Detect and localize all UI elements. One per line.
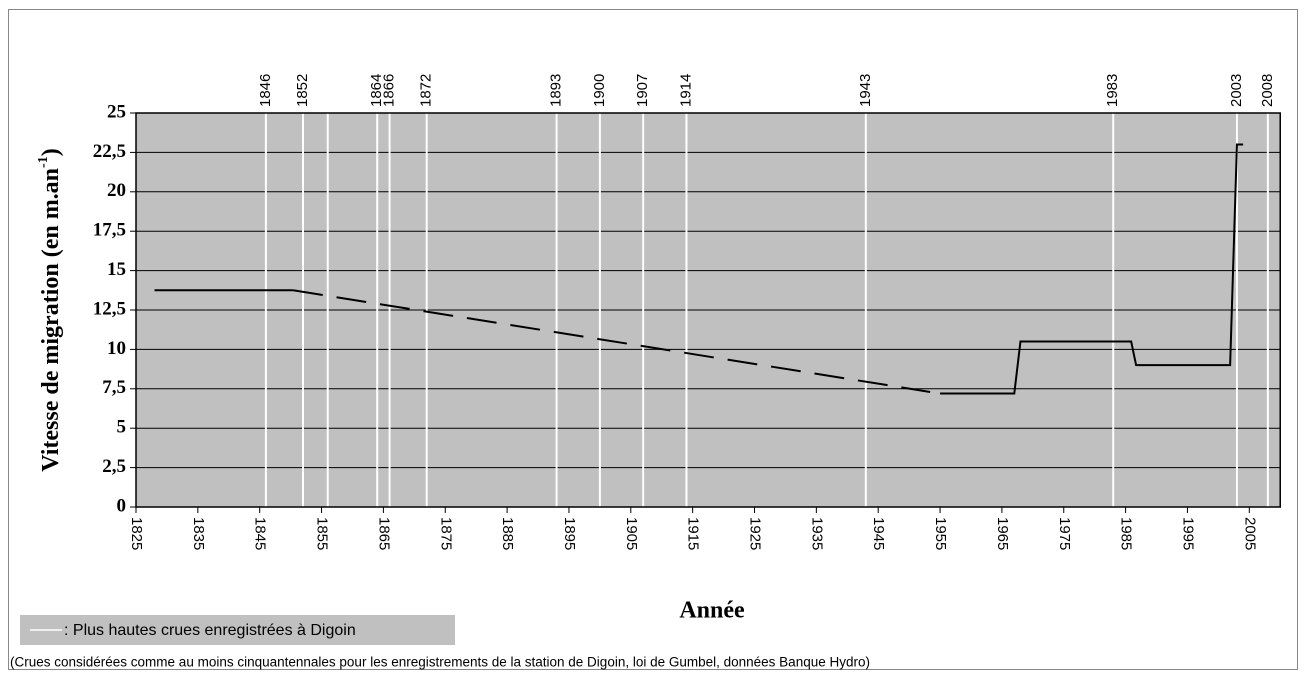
x-tick-label: 2005 [1241, 517, 1258, 550]
flood-label: 1846 [257, 74, 274, 107]
data-line [940, 143, 1244, 395]
y-tick-label: 15 [107, 259, 126, 280]
x-tick-label: 1845 [252, 517, 269, 550]
y-tick-label: 5 [117, 417, 127, 438]
y-tick-label: 7,5 [102, 377, 126, 398]
y-tick-label: 12,5 [93, 298, 126, 319]
x-tick-label: 1955 [932, 517, 949, 550]
x-tick-label: 1935 [808, 517, 825, 550]
y-tick-label: 25 [107, 101, 126, 122]
flood-label: 2008 [1259, 74, 1276, 107]
x-tick-label: 1905 [623, 517, 640, 550]
y-tick-label: 2,5 [102, 456, 126, 477]
x-tick-label: 1985 [1118, 517, 1135, 550]
y-label-sup: -1 [36, 156, 51, 168]
x-tick-label: 1885 [499, 517, 516, 550]
x-tick-label: 1895 [561, 517, 578, 550]
flood-label: 2003 [1228, 74, 1245, 107]
flood-label: 1852 [294, 74, 311, 107]
flood-label: 1864 [368, 74, 385, 107]
flood-label: 1900 [591, 74, 608, 107]
x-axis-label: Année [679, 598, 745, 624]
x-tick-label: 1875 [437, 517, 454, 550]
flood-label: 1914 [677, 74, 694, 107]
flood-label: 1943 [857, 74, 874, 107]
x-tick-label: 1835 [190, 517, 207, 550]
y-axis-label: Vitesse de migration (en m.an-1) [36, 148, 63, 471]
x-tick-label: 1855 [314, 517, 331, 550]
flood-label: 1872 [418, 74, 435, 107]
legend-box [20, 615, 455, 645]
legend-text: : Plus hautes crues enregistrées à Digoi… [64, 622, 356, 639]
y-tick-label: 20 [107, 180, 126, 201]
x-tick-label: 1915 [685, 517, 702, 550]
y-label-main: Vitesse de migration (en m.an [38, 168, 64, 472]
plot-border [135, 112, 1281, 508]
y-tick-label: 17,5 [93, 220, 126, 241]
y-tick-label: 22,5 [93, 141, 126, 162]
x-tick-label: 1945 [870, 517, 887, 550]
x-tick-label: 1925 [747, 517, 764, 550]
y-tick-label: 0 [117, 495, 127, 516]
flood-label: 1907 [634, 74, 651, 107]
y-tick-label: 10 [107, 338, 126, 359]
data-line [292, 289, 931, 393]
frame [8, 9, 1298, 670]
flood-label: 1866 [381, 74, 398, 107]
y-label-end: ) [38, 148, 64, 156]
x-tick-label: 1965 [994, 517, 1011, 550]
footnote: (Crues considérées comme au moins cinqua… [10, 655, 870, 670]
flood-label: 1983 [1104, 74, 1121, 107]
x-tick-label: 1865 [375, 517, 392, 550]
flood-label: 1893 [548, 74, 565, 107]
x-tick-label: 1995 [1179, 517, 1196, 550]
x-tick-label: 1975 [1056, 517, 1073, 550]
x-tick-label: 1825 [128, 517, 145, 550]
